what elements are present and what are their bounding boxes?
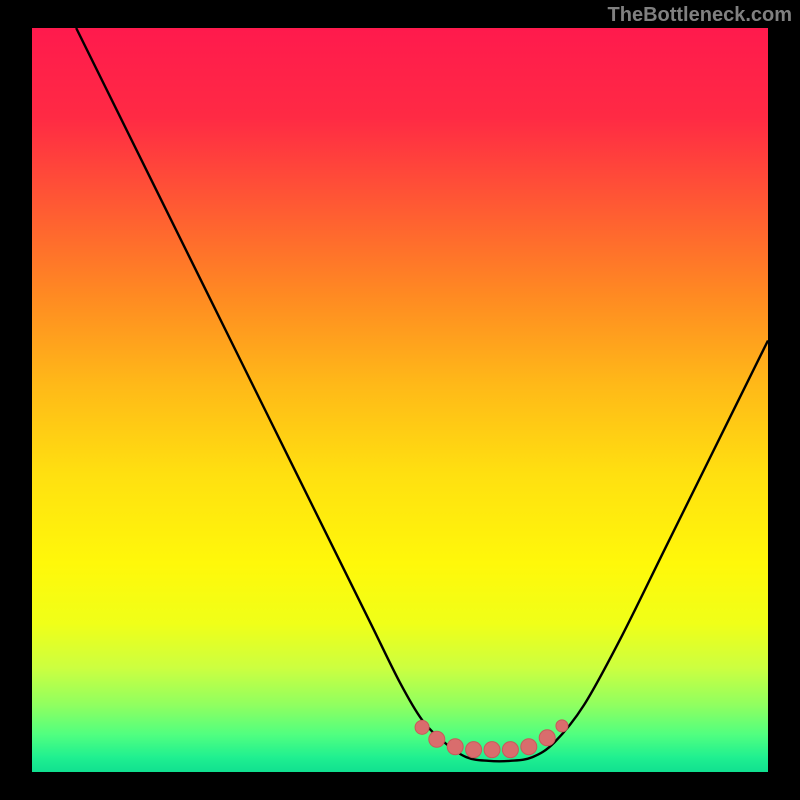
curve-marker [466,742,482,758]
curve-marker [521,739,537,755]
curve-marker [429,731,445,747]
bottleneck-curve [32,28,768,772]
plot-area [32,28,768,772]
curve-marker [502,742,518,758]
curve-marker [415,720,429,734]
curve-marker [484,742,500,758]
curve-marker [447,739,463,755]
curve-marker [556,720,568,732]
curve-marker [539,730,555,746]
watermark-text: TheBottleneck.com [608,4,792,27]
